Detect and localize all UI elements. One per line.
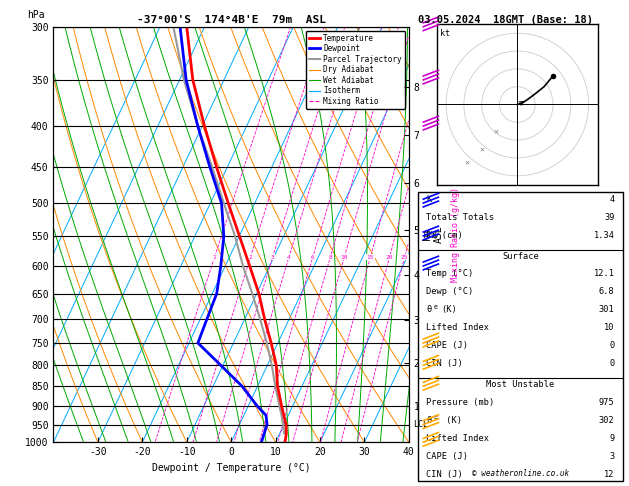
Text: 10: 10 bbox=[604, 323, 615, 332]
Text: K: K bbox=[426, 195, 431, 204]
Text: Most Unstable: Most Unstable bbox=[486, 380, 555, 389]
Text: Temp (°C): Temp (°C) bbox=[426, 269, 474, 278]
Text: 12.1: 12.1 bbox=[594, 269, 615, 278]
Text: 3: 3 bbox=[270, 255, 274, 260]
Text: Mixing Ratio (g/kg): Mixing Ratio (g/kg) bbox=[450, 187, 460, 282]
Text: 25: 25 bbox=[401, 255, 408, 260]
Text: 301: 301 bbox=[599, 305, 615, 314]
Text: 10: 10 bbox=[340, 255, 348, 260]
Text: 302: 302 bbox=[599, 416, 615, 425]
Text: 0: 0 bbox=[610, 341, 615, 350]
Text: CIN (J): CIN (J) bbox=[426, 359, 463, 368]
X-axis label: Dewpoint / Temperature (°C): Dewpoint / Temperature (°C) bbox=[152, 463, 311, 473]
Text: e: e bbox=[433, 415, 438, 420]
Text: Surface: Surface bbox=[502, 252, 539, 260]
Text: 03.05.2024  18GMT (Base: 18): 03.05.2024 18GMT (Base: 18) bbox=[418, 15, 593, 25]
Text: 1: 1 bbox=[213, 255, 216, 260]
Text: 3: 3 bbox=[610, 451, 615, 461]
Text: 12: 12 bbox=[604, 469, 615, 479]
Text: 6: 6 bbox=[311, 255, 314, 260]
Text: 4: 4 bbox=[610, 195, 615, 204]
Text: Lifted Index: Lifted Index bbox=[426, 434, 489, 443]
Text: LCL: LCL bbox=[413, 420, 428, 429]
Text: 9: 9 bbox=[610, 434, 615, 443]
Text: (K): (K) bbox=[441, 416, 462, 425]
Text: 0: 0 bbox=[610, 359, 615, 368]
Text: Lifted Index: Lifted Index bbox=[426, 323, 489, 332]
Text: (K): (K) bbox=[441, 305, 457, 314]
Text: 6.8: 6.8 bbox=[599, 287, 615, 296]
Text: PW (cm): PW (cm) bbox=[426, 231, 463, 240]
Title: -37°00'S  174°4B'E  79m  ASL: -37°00'S 174°4B'E 79m ASL bbox=[136, 15, 326, 25]
Legend: Temperature, Dewpoint, Parcel Trajectory, Dry Adiabat, Wet Adiabat, Isotherm, Mi: Temperature, Dewpoint, Parcel Trajectory… bbox=[306, 31, 405, 109]
Text: © weatheronline.co.uk: © weatheronline.co.uk bbox=[472, 469, 569, 478]
Text: ✕: ✕ bbox=[494, 127, 498, 136]
Text: Totals Totals: Totals Totals bbox=[426, 213, 495, 222]
Text: 8: 8 bbox=[328, 255, 332, 260]
Text: θ: θ bbox=[426, 416, 431, 425]
Text: ✕: ✕ bbox=[479, 144, 484, 154]
Text: 975: 975 bbox=[599, 398, 615, 407]
Text: Dewp (°C): Dewp (°C) bbox=[426, 287, 474, 296]
Text: hPa: hPa bbox=[27, 11, 45, 20]
Text: 20: 20 bbox=[386, 255, 393, 260]
Text: CAPE (J): CAPE (J) bbox=[426, 451, 469, 461]
Text: ✕: ✕ bbox=[465, 157, 470, 166]
Text: 4: 4 bbox=[287, 255, 291, 260]
Text: 1.34: 1.34 bbox=[594, 231, 615, 240]
Text: CAPE (J): CAPE (J) bbox=[426, 341, 469, 350]
Text: kt: kt bbox=[440, 29, 450, 38]
Text: e: e bbox=[433, 304, 438, 310]
Text: 39: 39 bbox=[604, 213, 615, 222]
Text: 15: 15 bbox=[366, 255, 374, 260]
Text: θ: θ bbox=[426, 305, 431, 314]
Text: Pressure (mb): Pressure (mb) bbox=[426, 398, 495, 407]
Text: CIN (J): CIN (J) bbox=[426, 469, 463, 479]
Y-axis label: km
ASL: km ASL bbox=[422, 226, 444, 243]
Text: 2: 2 bbox=[248, 255, 252, 260]
